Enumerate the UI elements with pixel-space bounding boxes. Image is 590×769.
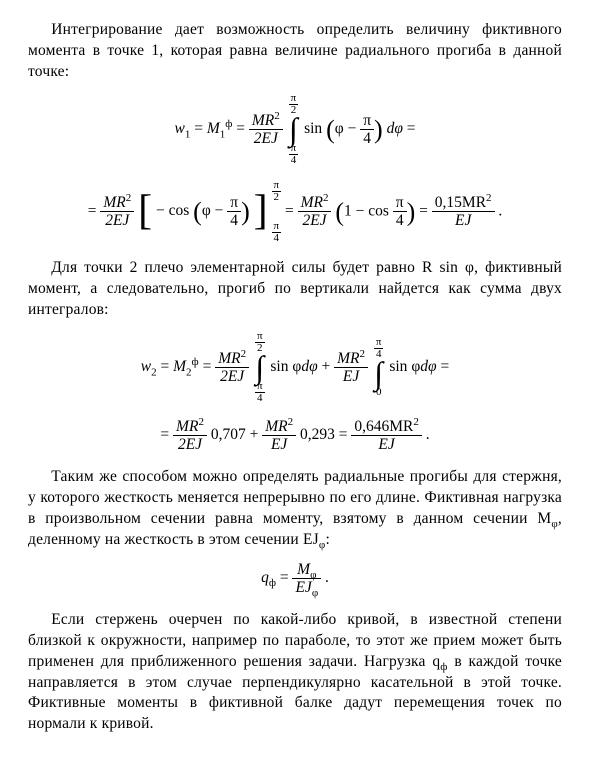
paragraph-3: Таким же способом можно определять радиа… [28, 467, 562, 551]
paragraph-1: Интегрирование дает возможность определи… [28, 20, 562, 83]
paragraph-4: Если стержень очерчен по какой-либо крив… [28, 610, 562, 736]
paragraph-2: Для точки 2 плечо элементарной силы буде… [28, 258, 562, 321]
equation-qf: qф = Mφ EJφ . [28, 561, 562, 596]
equation-w2-line1: w2 = M2ф = MR22EJ π2 ∫ π4 sin φdφ + MR2E… [28, 331, 562, 404]
equation-w1-line1: w1 = M1ф = MR22EJ π2 ∫ π4 sin (φ − π4) d… [28, 93, 562, 166]
equation-w1-line2: = MR22EJ [ − cos (φ − π4) ] π2 π4 = MR22… [28, 180, 562, 244]
equation-w2-line2: = MR22EJ 0,707 + MR2EJ 0,293 = 0,646MR2E… [28, 418, 562, 453]
